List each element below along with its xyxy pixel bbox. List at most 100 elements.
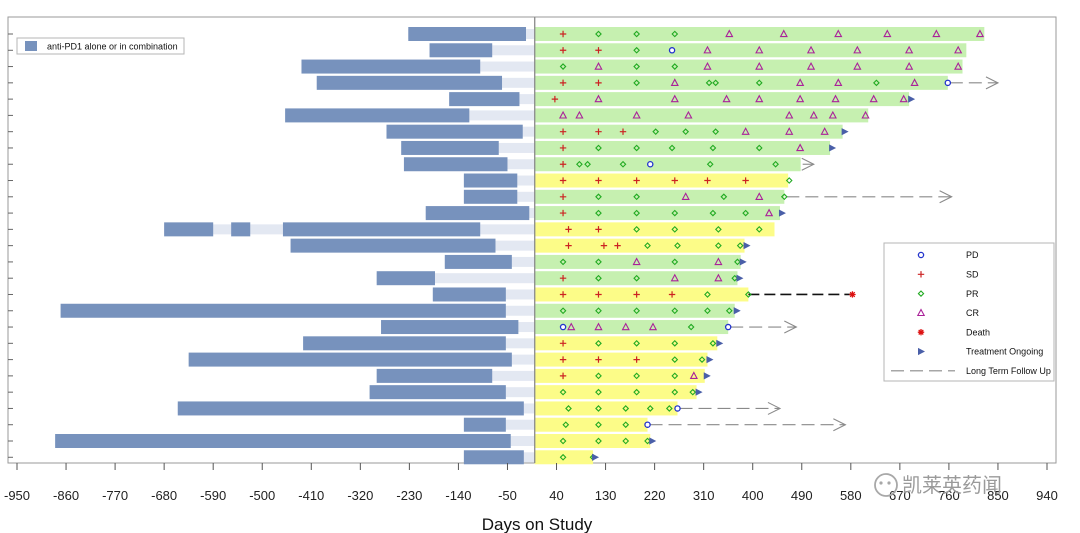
event-marker-pr: [671, 356, 679, 363]
event-marker-pr: [559, 437, 567, 445]
event-marker-sd: [595, 47, 602, 54]
x-tick-label: 760: [938, 488, 960, 503]
legend-prior-swatch: [25, 41, 37, 51]
treatment-ongoing-marker: [649, 437, 657, 445]
legend-right: PD SD PR CR Death Treatment Ongoing Long Term …: [883, 242, 1055, 382]
legend-right-box: [883, 242, 1055, 382]
event-marker-cr: [714, 273, 723, 282]
event-marker-cr: [558, 110, 568, 119]
event-marker-pr: [704, 291, 711, 298]
follow-up-arrow-icon: [939, 190, 953, 204]
study-bar: [534, 352, 708, 367]
event-marker-pr: [671, 63, 679, 70]
x-tick-label: -50: [498, 488, 517, 503]
event-marker-cr: [681, 192, 690, 200]
event-marker-pr: [873, 79, 880, 87]
event-marker-cr: [905, 61, 914, 70]
legend-top-box: [16, 37, 185, 55]
follow-up-layer: [649, 76, 1000, 432]
treatment-ongoing-marker: [778, 209, 786, 217]
event-marker-cr: [785, 110, 794, 119]
prior-therapy-bar: [429, 43, 493, 58]
event-marker-sd: [559, 128, 567, 135]
watermark: 凯莱英药闻: [874, 473, 1002, 497]
legend-label-pr: PR: [966, 289, 979, 299]
event-marker-sd: [559, 79, 567, 87]
event-marker-cr: [796, 78, 805, 86]
study-bar: [534, 140, 831, 155]
event-marker-cr: [632, 110, 641, 119]
x-tick-label: -680: [151, 488, 177, 503]
study-bar: [534, 27, 985, 41]
event-marker-cr: [755, 61, 764, 70]
follow-up-arrow-icon: [801, 157, 815, 171]
follow-up-arrow-icon: [784, 320, 798, 334]
event-marker-pr: [559, 63, 567, 70]
watermark-text: 凯莱英药闻: [902, 473, 1002, 497]
prior-therapy-bar: [55, 434, 511, 448]
event-marker-pr: [720, 193, 728, 201]
study-bar: [534, 157, 801, 172]
event-marker-sd: [671, 177, 678, 184]
prior-therapy-bar: [316, 75, 503, 90]
event-marker-sd: [633, 356, 640, 363]
prior-therapy-bar: [449, 92, 520, 107]
x-tick-label: -500: [249, 488, 275, 503]
legend-marker-pd: [917, 251, 925, 259]
event-marker-pr: [584, 160, 591, 168]
event-marker-cr: [594, 94, 603, 103]
event-marker-cr: [779, 29, 788, 38]
treatment-ongoing-marker: [706, 356, 714, 364]
prior-therapy-bar: [463, 189, 518, 204]
event-marker-pr: [595, 144, 602, 152]
event-marker-pr: [576, 160, 583, 168]
x-tick-label: 490: [791, 488, 813, 503]
event-marker-cr: [764, 208, 774, 217]
x-axis: -950 -860 -770 -680 -590 -500 -410 -320 -230 -140…: [4, 463, 1058, 503]
event-marker-cr: [834, 29, 843, 38]
x-tick-label: -230: [396, 488, 422, 503]
event-marker-pr: [687, 323, 695, 331]
event-marker-sd: [704, 177, 711, 184]
follow-up-arrow-icon: [833, 418, 847, 432]
event-marker-pr: [755, 225, 763, 233]
prior-therapy-bar: [188, 352, 512, 367]
event-marker-sd: [595, 226, 602, 233]
legend-marker-sd: [917, 271, 925, 278]
wechat-logo-eye-left: [879, 481, 883, 485]
treatment-ongoing-marker: [716, 339, 724, 347]
event-marker-pr: [709, 209, 717, 217]
event-marker-cr: [954, 45, 963, 54]
event-marker-pd: [647, 160, 654, 168]
prior-therapy-bar: [231, 222, 251, 237]
x-axis-title: Days on Study: [482, 515, 593, 533]
study-bar: [534, 368, 705, 383]
event-marker-pr: [595, 258, 602, 266]
legend-marker-ongoing: [918, 347, 925, 356]
legend-prior-label: anti-PD1 alone or in combination: [47, 42, 178, 52]
treatment-ongoing-marker: [703, 372, 711, 380]
event-marker-pr: [595, 209, 602, 217]
event-marker-pr: [671, 209, 679, 217]
event-marker-cr: [806, 61, 816, 70]
event-marker-pr: [559, 453, 567, 461]
study-bar: [534, 43, 967, 58]
event-marker-cr: [828, 110, 837, 119]
event-marker-pr: [674, 242, 681, 250]
event-marker-pr: [671, 339, 679, 347]
event-marker-pr: [704, 307, 711, 315]
x-tick-label: 580: [840, 488, 862, 503]
event-marker-pd: [668, 47, 676, 54]
prior-background-band: [376, 273, 535, 284]
event-marker-cr: [725, 29, 734, 38]
event-marker-pr: [595, 274, 602, 282]
prior-therapy-bar: [386, 124, 523, 139]
event-marker-pd: [674, 405, 681, 412]
study-bar: [534, 189, 785, 204]
prior-therapy-bar: [444, 254, 512, 269]
event-marker-cr: [899, 94, 908, 103]
death-marker: [849, 291, 856, 298]
event-marker-layer: [551, 29, 985, 461]
event-marker-pr: [652, 128, 660, 136]
